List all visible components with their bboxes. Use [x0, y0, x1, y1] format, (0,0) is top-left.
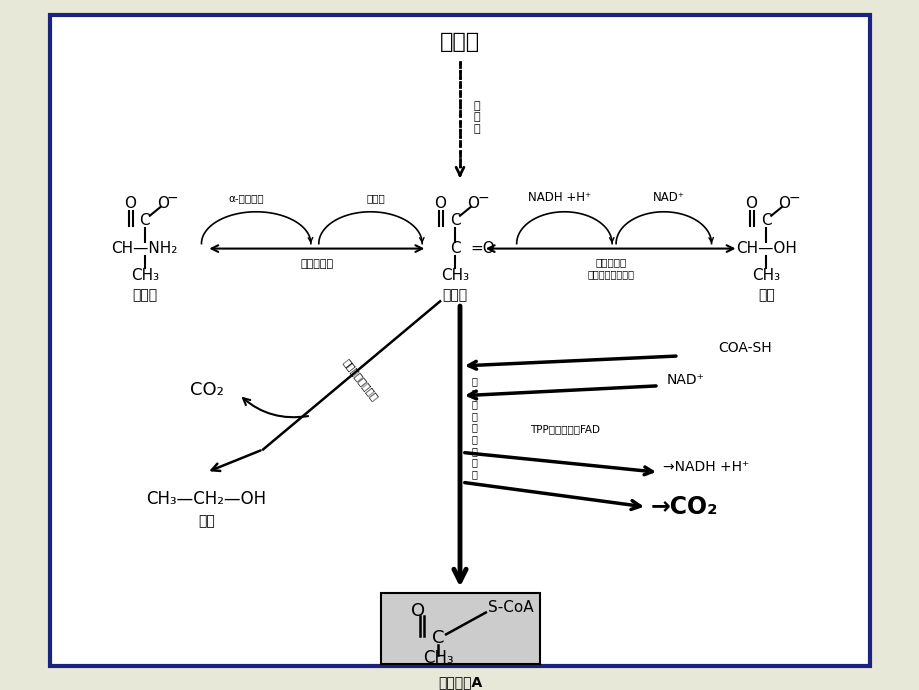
- Text: （动物、乳酸菌）: （动物、乳酸菌）: [586, 269, 633, 279]
- Text: CH₃—CH₂—OH: CH₃—CH₂—OH: [146, 490, 267, 508]
- Text: 丙酮酸: 丙酮酸: [442, 288, 467, 302]
- Text: O: O: [434, 197, 446, 211]
- Text: S-CoA: S-CoA: [487, 600, 533, 615]
- Text: CH₃: CH₃: [130, 268, 159, 283]
- Text: COA-SH: COA-SH: [718, 341, 771, 355]
- Text: CH₃: CH₃: [752, 268, 779, 283]
- Text: C: C: [431, 629, 444, 647]
- Text: CH—OH: CH—OH: [735, 241, 796, 256]
- Text: 乳酸: 乳酸: [757, 288, 774, 302]
- Text: O: O: [124, 197, 136, 211]
- Text: O: O: [156, 197, 168, 211]
- Text: α-酮戊二酸: α-酮戊二酸: [228, 193, 264, 203]
- Text: −: −: [166, 191, 178, 205]
- Text: 谷丙转氨酶: 谷丙转氨酶: [300, 259, 333, 270]
- Text: NAD⁺: NAD⁺: [652, 191, 684, 204]
- Text: →CO₂: →CO₂: [651, 495, 718, 519]
- Text: CH—NH₂: CH—NH₂: [111, 241, 177, 256]
- Text: NADH +H⁺: NADH +H⁺: [528, 191, 590, 204]
- Text: 谷氨酸: 谷氨酸: [366, 193, 384, 203]
- Text: O: O: [411, 602, 425, 620]
- Text: CH₃: CH₃: [423, 649, 453, 667]
- Text: →NADH +H⁺: →NADH +H⁺: [662, 460, 748, 474]
- Text: 乳酸脱氢酶: 乳酸脱氢酶: [595, 257, 626, 268]
- Text: 葡萄糖: 葡萄糖: [439, 32, 480, 52]
- Text: 乙醇: 乙醇: [198, 514, 215, 528]
- Text: −: −: [477, 191, 488, 205]
- Text: （植物、酵母菌）: （植物、酵母菌）: [341, 357, 380, 402]
- Text: 丙氨酸: 丙氨酸: [132, 288, 157, 302]
- Text: C: C: [449, 213, 460, 228]
- Text: −: −: [788, 191, 799, 205]
- FancyBboxPatch shape: [51, 15, 868, 666]
- Text: NAD⁺: NAD⁺: [666, 373, 704, 387]
- Text: 乙酰辅酶A: 乙酰辅酶A: [437, 675, 482, 689]
- Text: 丙
酮
酸
脱
氢
酶
复
合
体: 丙 酮 酸 脱 氢 酶 复 合 体: [471, 376, 477, 479]
- Text: O: O: [744, 197, 756, 211]
- Text: O: O: [467, 197, 479, 211]
- Text: C: C: [760, 213, 771, 228]
- Text: CH₃: CH₃: [440, 268, 469, 283]
- Text: C: C: [140, 213, 150, 228]
- Text: CO₂: CO₂: [189, 381, 223, 399]
- Text: TPP、硫辛酸、FAD: TPP、硫辛酸、FAD: [529, 424, 599, 435]
- Text: O: O: [777, 197, 789, 211]
- Text: =O: =O: [470, 241, 494, 256]
- Text: 糖
酵
解: 糖 酵 解: [473, 101, 480, 134]
- FancyBboxPatch shape: [381, 593, 539, 664]
- Text: C: C: [449, 241, 460, 256]
